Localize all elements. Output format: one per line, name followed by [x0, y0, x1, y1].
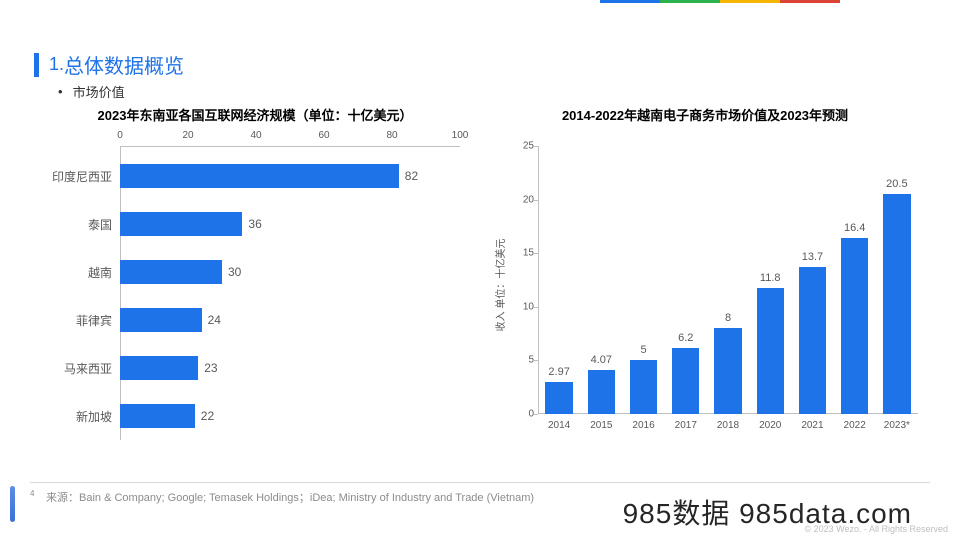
right-chart-value-label: 4.07 — [591, 354, 612, 366]
left-chart: 020406080100 印度尼西亚82泰国36越南30菲律宾24马来西亚23新… — [120, 130, 460, 440]
right-chart-xlabel: 2017 — [675, 420, 697, 431]
left-chart-value-label: 30 — [228, 265, 241, 279]
right-chart-ytick-mark — [533, 414, 538, 415]
right-chart-xlabel: 2021 — [801, 420, 823, 431]
left-chart-bar — [120, 404, 195, 428]
right-chart-value-label: 20.5 — [886, 178, 907, 190]
left-chart-value-label: 36 — [248, 217, 261, 231]
section-title-row: 1. 总体数据概览 — [34, 50, 184, 79]
right-chart-yaxis-line — [538, 146, 539, 414]
right-chart-xlabel: 2018 — [717, 420, 739, 431]
left-chart-category-label: 新加坡 — [42, 408, 112, 425]
left-chart-xtick: 80 — [386, 130, 397, 141]
right-chart-bar — [799, 267, 826, 414]
right-chart-xlabel: 2016 — [632, 420, 654, 431]
right-chart-value-label: 8 — [725, 312, 731, 324]
right-chart: 收入 单位：十亿美元 0510152025 2.974.0756.2811.81… — [510, 130, 925, 440]
title-accent-bar — [34, 53, 39, 77]
top-accent-stripe — [0, 0, 960, 3]
subtitle-text: 市场价值 — [73, 82, 125, 101]
right-chart-ytick: 10 — [512, 301, 534, 312]
right-chart-xlabel: 2022 — [844, 420, 866, 431]
right-chart-value-label: 11.8 — [760, 272, 781, 284]
right-chart-ytick: 20 — [512, 194, 534, 205]
right-chart-ylabel: 收入 单位：十亿美元 — [492, 239, 507, 332]
left-chart-title: 2023年东南亚各国互联网经济规模（单位：十亿美元） — [30, 105, 480, 124]
right-chart-bar — [588, 370, 615, 414]
left-chart-category-label: 印度尼西亚 — [42, 168, 112, 185]
left-chart-value-label: 82 — [405, 169, 418, 183]
bullet-dot: • — [58, 84, 63, 99]
left-chart-bar — [120, 212, 242, 236]
left-chart-category-label: 菲律宾 — [42, 312, 112, 329]
left-chart-row: 马来西亚23 — [120, 344, 460, 392]
right-chart-bar — [757, 288, 784, 414]
right-chart-plot: 2.97 4.07 5 6.2 8 11.8 13.7 16.4 20.5 — [538, 146, 918, 414]
right-chart-xlabel: 2015 — [590, 420, 612, 431]
left-chart-row: 泰国36 — [120, 200, 460, 248]
left-accent-pill — [10, 486, 15, 522]
source-text: 来源：Bain & Company; Google; Temasek Holdi… — [46, 489, 534, 505]
right-chart-panel: 2014-2022年越南电子商务市场价值及2023年预测 收入 单位：十亿美元 … — [480, 105, 930, 460]
left-chart-xtick: 40 — [250, 130, 261, 141]
right-chart-value-label: 5 — [640, 344, 646, 356]
left-chart-xtick: 0 — [117, 130, 123, 141]
left-chart-xtick: 100 — [452, 130, 469, 141]
right-chart-xlabels: 2014 2015 2016 2017 2018 2020 2021 2022 2023* — [538, 420, 918, 436]
right-chart-ytick: 15 — [512, 248, 534, 259]
left-chart-row: 印度尼西亚82 — [120, 152, 460, 200]
left-chart-top-rule — [120, 146, 460, 147]
right-chart-xlabel: 2014 — [548, 420, 570, 431]
right-chart-bar — [672, 348, 699, 414]
left-chart-bar — [120, 356, 198, 380]
left-chart-row: 越南30 — [120, 248, 460, 296]
left-chart-value-label: 23 — [204, 361, 217, 375]
left-chart-bar — [120, 260, 222, 284]
left-chart-bar — [120, 308, 202, 332]
right-chart-title: 2014-2022年越南电子商务市场价值及2023年预测 — [480, 105, 930, 124]
right-chart-bar — [545, 382, 572, 414]
page-number: 4 — [30, 489, 36, 505]
left-chart-category-label: 马来西亚 — [42, 360, 112, 377]
right-chart-value-label: 16.4 — [844, 222, 865, 234]
left-chart-xtick: 20 — [182, 130, 193, 141]
left-chart-category-label: 越南 — [42, 264, 112, 281]
right-chart-xlabel: 2020 — [759, 420, 781, 431]
slide-page: 1. 总体数据概览 • 市场价值 2023年东南亚各国互联网经济规模（单位：十亿… — [0, 0, 960, 540]
left-chart-row: 新加坡22 — [120, 392, 460, 440]
top-stripe-segment — [600, 0, 660, 3]
right-chart-ytick: 5 — [512, 355, 534, 366]
left-chart-plot: 印度尼西亚82泰国36越南30菲律宾24马来西亚23新加坡22 — [120, 152, 460, 440]
right-chart-ytick: 25 — [512, 141, 534, 152]
chart-area: 2023年东南亚各国互联网经济规模（单位：十亿美元） 020406080100 … — [30, 105, 930, 475]
left-chart-xtick: 60 — [318, 130, 329, 141]
right-chart-value-label: 2.97 — [548, 366, 569, 378]
copyright-text: © 2023 Wezo. - All Rights Reserved — [804, 524, 948, 534]
right-chart-value-label: 13.7 — [802, 251, 823, 263]
left-chart-row: 菲律宾24 — [120, 296, 460, 344]
left-chart-value-label: 24 — [208, 313, 221, 327]
right-chart-bar — [714, 328, 741, 414]
left-chart-bar — [120, 164, 399, 188]
left-chart-category-label: 泰国 — [42, 216, 112, 233]
top-stripe-segment — [720, 0, 780, 3]
right-chart-value-label: 6.2 — [678, 332, 693, 344]
top-stripe-segment — [660, 0, 720, 3]
left-chart-value-label: 22 — [201, 409, 214, 423]
subtitle-row: • 市场价值 — [58, 82, 125, 101]
right-chart-bar — [841, 238, 868, 414]
left-chart-xaxis: 020406080100 — [120, 130, 460, 146]
top-stripe-segment — [780, 0, 840, 3]
section-number: 1. — [49, 54, 64, 75]
section-title: 总体数据概览 — [64, 50, 184, 79]
right-chart-bar — [883, 194, 910, 414]
right-chart-xlabel: 2023* — [884, 420, 910, 431]
left-chart-panel: 2023年东南亚各国互联网经济规模（单位：十亿美元） 020406080100 … — [30, 105, 480, 460]
right-chart-bar — [630, 360, 657, 414]
right-chart-ytick: 0 — [512, 409, 534, 420]
